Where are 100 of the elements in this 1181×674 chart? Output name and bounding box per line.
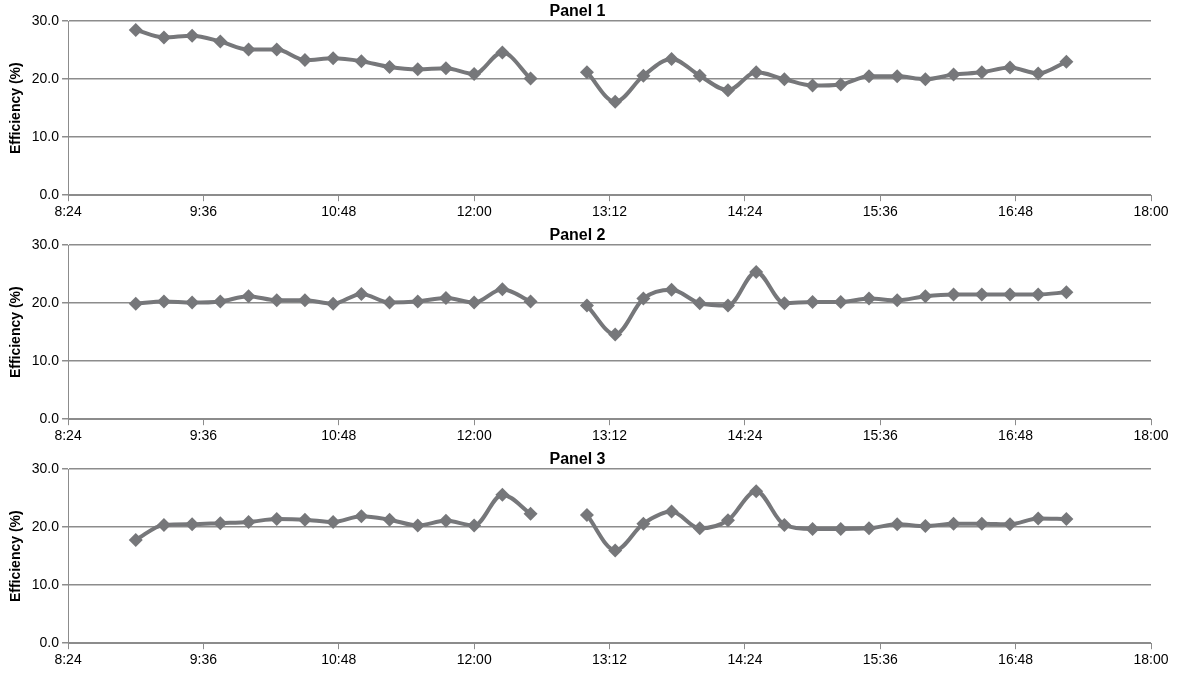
point (438, 513, 453, 528)
point (326, 296, 341, 311)
x-tick-label: 12:00 (456, 427, 492, 444)
point (579, 65, 594, 80)
chart-title: Panel 3 (549, 450, 606, 468)
point (467, 518, 482, 533)
point (805, 521, 820, 536)
point (664, 282, 679, 297)
y-tick-label: 30.0 (31, 12, 60, 29)
point (1031, 511, 1046, 526)
point (241, 514, 256, 529)
point (749, 264, 764, 279)
y-tick-label: 20.0 (31, 518, 60, 535)
point (410, 294, 425, 309)
point (861, 69, 876, 84)
point (777, 296, 792, 311)
x-tick-label: 10:48 (321, 203, 357, 220)
x-tick-label: 12:00 (456, 651, 492, 668)
point (382, 60, 397, 75)
point (946, 516, 961, 531)
point (664, 51, 679, 66)
point (918, 289, 933, 304)
point (890, 69, 905, 84)
x-tick-label: 12:00 (456, 203, 492, 220)
point (974, 287, 989, 302)
y-tick-label: 10.0 (31, 352, 60, 369)
x-tick-label: 16:48 (998, 203, 1034, 220)
point (326, 51, 341, 66)
point (636, 516, 651, 531)
chart-title: Panel 2 (549, 226, 606, 244)
point (918, 72, 933, 87)
point (749, 65, 764, 80)
y-tick-label: 30.0 (31, 236, 60, 253)
point (241, 289, 256, 304)
point (1002, 60, 1017, 75)
point (1002, 287, 1017, 302)
x-tick-label: 14:24 (727, 203, 763, 220)
point (128, 296, 143, 311)
point (1059, 54, 1074, 69)
x-tick-label: 18:00 (1133, 203, 1169, 220)
x-tick-label: 13:12 (592, 651, 628, 668)
point (467, 295, 482, 310)
point (213, 294, 228, 309)
point (805, 295, 820, 310)
y-axis-title: Efficiency (%) (7, 510, 24, 603)
point (495, 45, 510, 60)
point (213, 516, 228, 531)
point (692, 296, 707, 311)
x-tick-label: 18:00 (1133, 651, 1169, 668)
x-tick-label: 16:48 (998, 651, 1034, 668)
x-tick-label: 10:48 (321, 651, 357, 668)
point (495, 487, 510, 502)
y-tick-label: 0.0 (39, 410, 60, 427)
point (720, 298, 735, 313)
x-tick-label: 14:24 (727, 427, 763, 444)
point (523, 506, 538, 521)
x-tick-label: 14:24 (727, 651, 763, 668)
point (269, 42, 284, 57)
x-tick-label: 18:00 (1133, 427, 1169, 444)
point (1059, 285, 1074, 300)
point (579, 508, 594, 523)
point (974, 65, 989, 80)
y-tick-label: 10.0 (31, 576, 60, 593)
point (297, 512, 312, 527)
point (1059, 512, 1074, 527)
point (382, 512, 397, 527)
y-tick-label: 0.0 (39, 186, 60, 203)
x-tick-label: 10:48 (321, 427, 357, 444)
point (1031, 66, 1046, 81)
y-tick-label: 20.0 (31, 70, 60, 87)
point (156, 294, 171, 309)
point (438, 61, 453, 76)
y-tick-label: 10.0 (31, 128, 60, 145)
point (185, 295, 200, 310)
point (297, 293, 312, 308)
y-tick-label: 30.0 (31, 460, 60, 477)
x-tick-label: 9:36 (189, 651, 218, 668)
point (974, 516, 989, 531)
point (269, 512, 284, 527)
point (354, 509, 369, 524)
point (438, 290, 453, 305)
point (241, 42, 256, 57)
x-tick-label: 16:48 (998, 427, 1034, 444)
point (410, 62, 425, 77)
point (608, 543, 623, 558)
point (692, 521, 707, 536)
point (692, 68, 707, 83)
point (382, 295, 397, 310)
point (890, 517, 905, 532)
point (128, 532, 143, 547)
point (777, 517, 792, 532)
point (890, 293, 905, 308)
point (946, 67, 961, 82)
point (608, 94, 623, 109)
x-tick-label: 9:36 (189, 203, 218, 220)
x-tick-label: 8:24 (54, 427, 82, 444)
point (297, 53, 312, 68)
x-tick-label: 9:36 (189, 427, 218, 444)
y-tick-label: 20.0 (31, 294, 60, 311)
point (636, 291, 651, 306)
